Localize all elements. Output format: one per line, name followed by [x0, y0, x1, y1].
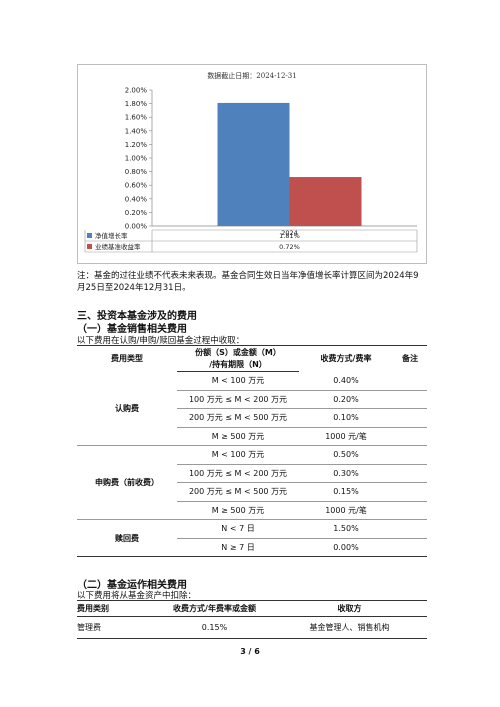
chart-title: 数据截止日期：2024-12-31 — [207, 71, 296, 80]
condition-cell: 200 万元 ≤ M < 500 万元 — [177, 408, 299, 428]
rate-cell: 1.50% — [299, 519, 393, 539]
y-tick-label: 0.60% — [125, 182, 148, 190]
section-title: 三、投资本基金涉及的费用 — [77, 311, 197, 322]
remark-cell — [393, 408, 427, 428]
remark-cell — [393, 538, 427, 557]
legend-swatch — [87, 244, 92, 249]
legend-swatch — [87, 233, 92, 238]
legend-series-name: 净值增长率 — [95, 231, 128, 240]
condition-cell: M ≥ 500 万元 — [177, 427, 299, 446]
chart-frame — [77, 64, 427, 264]
bar-benchmark-return — [289, 177, 362, 226]
y-tick-label: 1.40% — [125, 127, 148, 135]
y-tick-label: 1.80% — [125, 100, 148, 108]
data-label: 0.72% — [279, 243, 300, 251]
condition-cell: M < 100 万元 — [177, 445, 299, 465]
rate-cell: 1000 元/笔 — [299, 427, 393, 446]
remark-cell — [393, 445, 427, 465]
table-row: M ≥ 500 万元 1000 元/笔 — [77, 501, 427, 520]
remark-cell — [393, 427, 427, 446]
subsection-operation-fee-title: （二）基金运作相关费用 — [77, 580, 187, 591]
table-row: 管理费 0.15% 基金管理人、销售机构 — [77, 616, 427, 639]
y-tick-label: 0.20% — [125, 209, 148, 217]
table-row: 100 万元 ≤ M < 200 万元 0.30% — [77, 464, 427, 483]
page-number: 3 / 6 — [240, 647, 260, 656]
rate-cell: 0.30% — [299, 464, 393, 483]
operation-fee-description: 以下费用将从基金资产中扣除： — [77, 591, 197, 601]
header-method: 收费方式/费率 — [299, 345, 393, 372]
fee-rate-cell: 0.15% — [157, 616, 272, 639]
rate-cell: 0.50% — [299, 445, 393, 465]
table-row: N ≥ 7 日 0.00% — [77, 538, 427, 557]
table-row: 认购费 M < 100 万元 0.40% — [77, 371, 427, 446]
condition-cell: M < 100 万元 — [177, 371, 299, 391]
condition-cell: 200 万元 ≤ M < 500 万元 — [177, 482, 299, 502]
y-tick-label: 2.00% — [125, 87, 148, 95]
header-share-period: /持有期限（N） — [177, 358, 299, 372]
legend-series-name: 业绩基准收益率 — [95, 242, 141, 251]
condition-cell: M ≥ 500 万元 — [177, 501, 299, 520]
performance-note: 注：基金的过往业绩不代表未来表现。基金合同生效日当年净值增长率计算区间为2024… — [77, 271, 419, 293]
header-remark: 备注 — [393, 345, 427, 372]
fee-type-cell: 申购费（前收费） — [77, 445, 177, 520]
remark-cell — [393, 482, 427, 502]
condition-cell: N ≥ 7 日 — [177, 538, 299, 557]
y-tick-label: 0.40% — [125, 195, 148, 203]
rate-cell: 0.10% — [299, 408, 393, 428]
table-row: 100 万元 ≤ M < 200 万元 0.20% — [77, 390, 427, 409]
table-row: 200 万元 ≤ M < 500 万元 0.15% — [77, 482, 427, 502]
operation-fee-table: 费用类别 收费方式/年费率或金额 收取方 管理费 0.15% 基金管理人、销售机… — [77, 600, 427, 639]
payee-cell: 基金管理人、销售机构 — [272, 616, 427, 639]
sales-fee-table: 费用类型 份额（S）或金额（M） 收费方式/费率 备注 /持有期限（N） 认购费… — [77, 345, 427, 557]
header-fee-category: 费用类别 — [77, 600, 157, 617]
fee-type-cell: 认购费 — [77, 371, 177, 446]
header-fee-type: 费用类型 — [77, 345, 177, 372]
y-tick-label: 0.00% — [125, 223, 148, 231]
y-tick-label: 1.00% — [125, 155, 148, 163]
condition-cell: 100 万元 ≤ M < 200 万元 — [177, 464, 299, 483]
condition-cell: N < 7 日 — [177, 519, 299, 539]
remark-cell — [393, 501, 427, 520]
header-annual-rate: 收费方式/年费率或金额 — [157, 600, 272, 617]
remark-cell — [393, 390, 427, 409]
rate-cell: 0.40% — [299, 371, 393, 391]
header-share: 份额（S）或金额（M） — [177, 345, 299, 359]
table-row: 赎回费 N < 7 日 1.50% — [77, 519, 427, 557]
rate-cell: 1000 元/笔 — [299, 501, 393, 520]
x-tick-label: 2024 — [281, 229, 298, 237]
fee-type-cell: 赎回费 — [77, 519, 177, 557]
table-row: 200 万元 ≤ M < 500 万元 0.10% — [77, 408, 427, 428]
data-label: 1.81% — [279, 232, 300, 240]
bar-nav-growth — [217, 102, 290, 226]
sales-fee-description: 以下费用在认购/申购/赎回基金过程中收取： — [77, 336, 245, 346]
performance-bar-chart: 数据截止日期：2024-12-31 0.00% 0.20% 0.40% 0.60% 0.8… — [84, 71, 418, 253]
condition-cell: 100 万元 ≤ M < 200 万元 — [177, 390, 299, 409]
y-tick-label: 0.80% — [125, 168, 148, 176]
y-tick-label: 1.20% — [125, 141, 148, 149]
rate-cell: 0.20% — [299, 390, 393, 409]
fee-category-cell: 管理费 — [77, 616, 157, 639]
remark-cell — [393, 464, 427, 483]
table-row: M ≥ 500 万元 1000 元/笔 — [77, 427, 427, 446]
rate-cell: 0.15% — [299, 482, 393, 502]
subsection-sales-fee-title: （一）基金销售相关费用 — [77, 324, 187, 335]
remark-cell — [393, 519, 427, 539]
remark-cell — [393, 371, 427, 391]
rate-cell: 0.00% — [299, 538, 393, 557]
header-payee: 收取方 — [272, 600, 427, 617]
y-tick-label: 1.60% — [125, 114, 148, 122]
table-row: 申购费（前收费） M < 100 万元 0.50% — [77, 445, 427, 520]
